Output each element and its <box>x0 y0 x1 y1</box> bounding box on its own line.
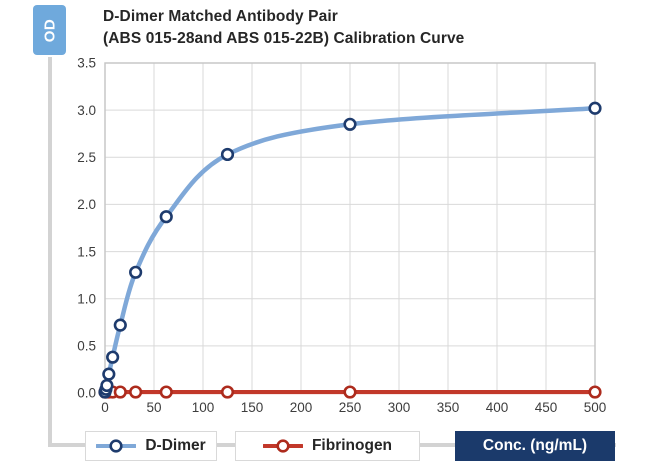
x-tick-label: 400 <box>486 400 509 415</box>
data-point-marker <box>343 385 357 399</box>
x-tick-label: 200 <box>290 400 313 415</box>
data-point-marker <box>220 147 235 162</box>
y-tick-labels: 0.0 0.5 1.0 1.5 2.0 2.5 3.0 3.5 <box>77 56 96 401</box>
y-tick-label: 3.0 <box>77 103 96 118</box>
x-tick-label: 100 <box>192 400 215 415</box>
data-point-marker <box>100 378 114 393</box>
data-point-marker <box>106 350 120 364</box>
x-tick-label: 500 <box>584 400 607 415</box>
data-point-marker <box>159 385 173 399</box>
y-tick-label: 1.0 <box>77 291 96 306</box>
y-axis-unit-badge: OD <box>33 5 66 55</box>
chart-title-line1: D-Dimer Matched Antibody Pair <box>103 8 338 25</box>
x-tick-label: 350 <box>437 400 460 415</box>
x-tick-labels: 0 50 100 150 200 250 300 350 400 450 500 <box>101 400 606 415</box>
x-tick-label: 250 <box>339 400 362 415</box>
data-point-marker <box>588 385 602 399</box>
y-tick-label: 2.0 <box>77 197 96 212</box>
x-tick-label: 150 <box>241 400 264 415</box>
data-point-marker <box>102 367 116 381</box>
chart-title-line2: (ABS 015-28and ABS 015-22B) Calibration … <box>103 30 465 47</box>
data-point-marker <box>159 210 173 224</box>
data-point-marker <box>129 265 143 279</box>
data-point-marker <box>113 385 127 399</box>
data-point-marker <box>113 318 127 332</box>
series-points-d-dimer <box>98 101 602 399</box>
chart-title: D-Dimer Matched Antibody Pair (ABS 015-2… <box>103 6 464 50</box>
y-tick-label: 0.5 <box>77 339 96 354</box>
x-tick-label: 300 <box>388 400 411 415</box>
data-point-marker <box>588 101 602 115</box>
y-axis-unit-label: OD <box>41 18 58 42</box>
y-tick-label: 2.5 <box>77 150 96 165</box>
data-point-marker <box>343 117 357 131</box>
data-point-marker <box>220 385 235 399</box>
y-tick-label: 1.5 <box>77 244 96 259</box>
x-tick-label: 50 <box>146 400 161 415</box>
x-tick-label: 450 <box>535 400 558 415</box>
y-tick-label: 3.5 <box>77 56 96 71</box>
y-tick-label: 0.0 <box>77 386 96 401</box>
x-tick-label: 0 <box>101 400 109 415</box>
data-point-marker <box>129 385 143 399</box>
